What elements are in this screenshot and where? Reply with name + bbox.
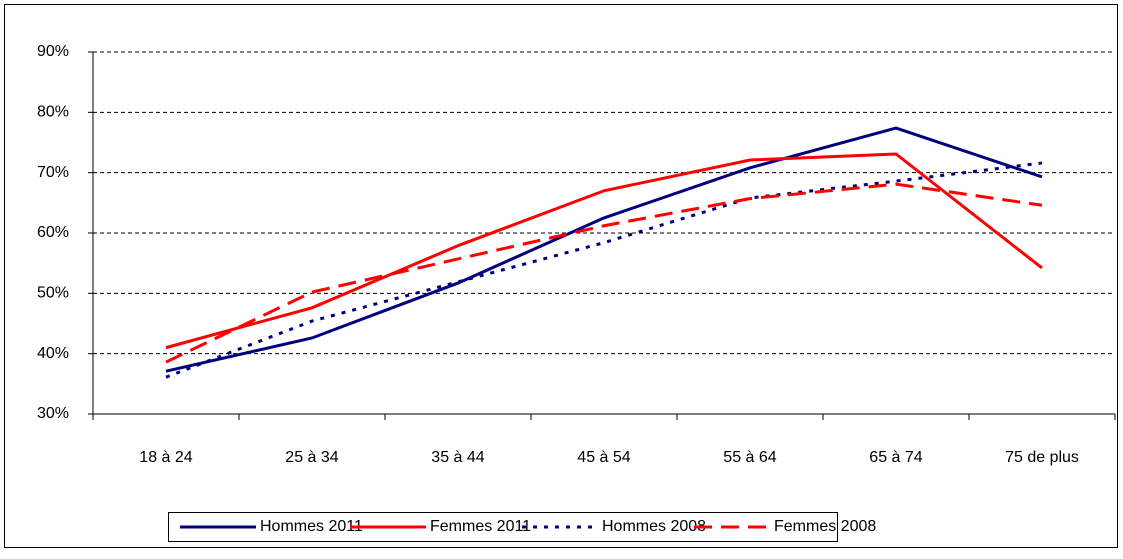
- series-line: [165, 161, 1043, 379]
- x-tick-label: 35 à 44: [431, 449, 484, 466]
- chart-border: [4, 4, 1118, 548]
- y-tick-label: 40%: [37, 345, 69, 362]
- y-tick-label: 50%: [37, 285, 69, 302]
- y-tick-label: 70%: [37, 164, 69, 181]
- y-tick-label: 80%: [37, 104, 69, 121]
- x-tick-label: 25 à 34: [285, 449, 338, 466]
- x-tick-label: 65 à 74: [869, 449, 922, 466]
- series-line: [165, 126, 1043, 373]
- legend-label: Femmes 2011: [430, 518, 531, 535]
- x-tick-label: 45 à 54: [577, 449, 630, 466]
- y-tick-label: 90%: [37, 43, 69, 60]
- y-tick-label: 60%: [37, 224, 69, 241]
- x-tick-label: 55 à 64: [723, 449, 776, 466]
- legend-label: Hommes 2008: [602, 518, 706, 535]
- x-tick-label: 18 à 24: [139, 449, 192, 466]
- x-tick-label: 75 de plus: [1005, 449, 1079, 466]
- series-line: [165, 152, 1043, 350]
- series-line: [165, 182, 1043, 364]
- y-tick-label: 30%: [37, 405, 69, 422]
- legend-label: Femmes 2008: [774, 518, 876, 535]
- legend-label: Hommes 2011: [260, 518, 363, 535]
